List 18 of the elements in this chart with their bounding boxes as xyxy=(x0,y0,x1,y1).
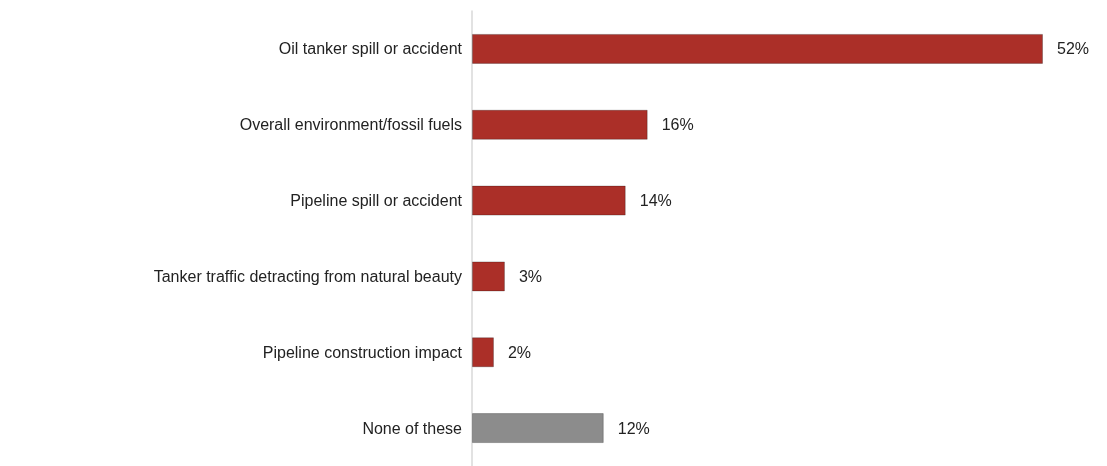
y-tick-label: Tanker traffic detracting from natural beauty xyxy=(153,267,462,285)
y-tick-label: Pipeline spill or accident xyxy=(290,192,463,210)
y-tick-label: None of these xyxy=(362,419,463,437)
bar xyxy=(472,261,505,292)
data-label: 16% xyxy=(661,116,694,134)
data-label: 52% xyxy=(1057,40,1090,58)
bar xyxy=(472,185,626,216)
bar xyxy=(472,413,604,444)
y-tick-label: Oil tanker spill or accident xyxy=(278,40,463,58)
bar xyxy=(472,33,1043,64)
y-tick-label: Pipeline construction impact xyxy=(262,343,463,361)
y-tick-label: Overall environment/fossil fuels xyxy=(239,116,462,134)
data-label: 14% xyxy=(639,192,672,210)
bar xyxy=(472,109,648,140)
data-label: 12% xyxy=(617,419,650,437)
bar xyxy=(472,337,494,368)
data-label: 3% xyxy=(518,267,543,285)
data-label: 2% xyxy=(507,343,532,361)
